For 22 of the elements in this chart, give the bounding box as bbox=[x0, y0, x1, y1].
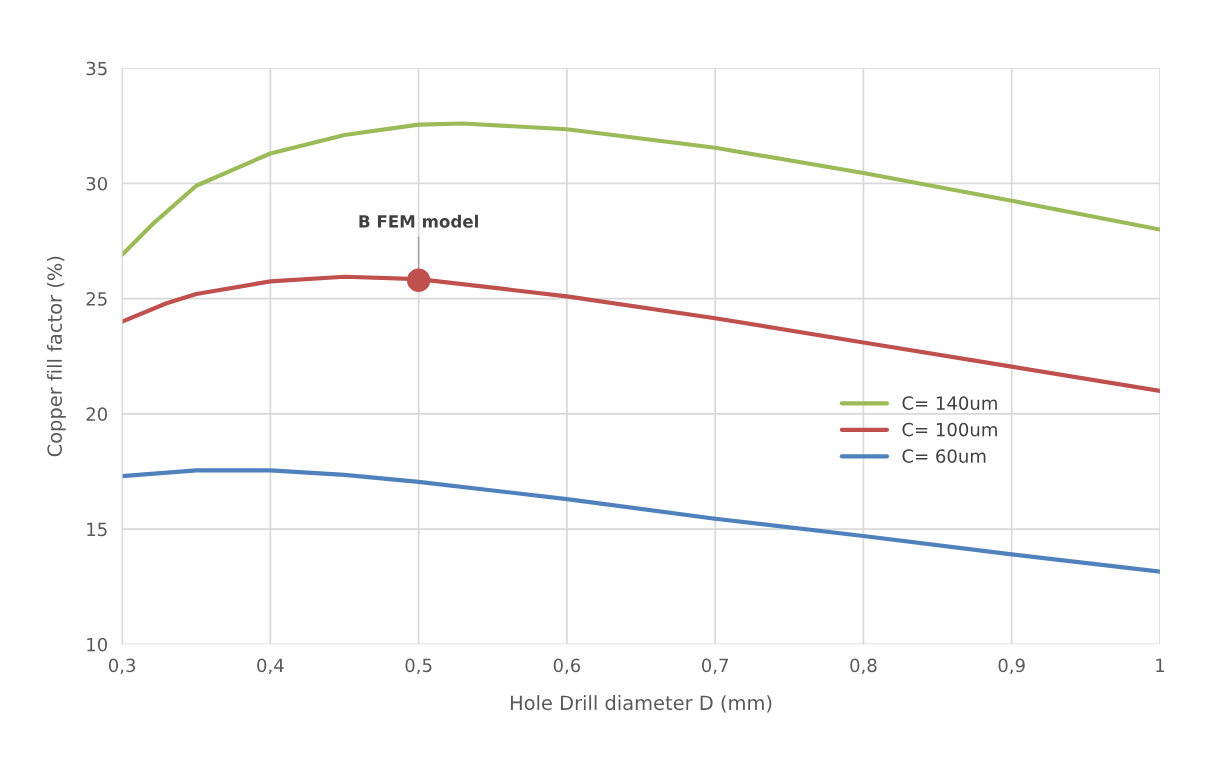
x-tick-label: 0,3 bbox=[108, 658, 136, 675]
line-series bbox=[122, 468, 1160, 574]
y-tick-label: 20 bbox=[86, 407, 108, 421]
legend-label: C= 60um bbox=[902, 449, 986, 463]
y-tick-label: 15 bbox=[87, 522, 107, 537]
x-tick-label: 0,9 bbox=[998, 658, 1025, 675]
x-tick-label: 0,7 bbox=[701, 658, 728, 675]
x-tick-label: 0,5 bbox=[405, 658, 432, 675]
y-tick-label: 10 bbox=[87, 637, 108, 652]
x-tick-label: 1 bbox=[1156, 658, 1165, 672]
x-tick-label: 0,6 bbox=[553, 658, 581, 675]
y-axis-title: Copper fill factor (%) bbox=[46, 256, 66, 457]
line-series bbox=[122, 121, 1160, 257]
legend-label: C= 100um bbox=[902, 422, 997, 437]
y-tick-label: 30 bbox=[86, 176, 108, 191]
annotation: B FEM model bbox=[359, 214, 478, 228]
x-axis-title: Hole Drill diameter D (mm) bbox=[510, 695, 772, 713]
y-tick-label: 35 bbox=[86, 61, 107, 76]
x-tick-label: 0,8 bbox=[850, 658, 877, 675]
x-tick-label: 0,4 bbox=[257, 658, 284, 675]
y-tick-label: 25 bbox=[86, 292, 107, 306]
legend-label: C= 140um bbox=[902, 396, 997, 410]
